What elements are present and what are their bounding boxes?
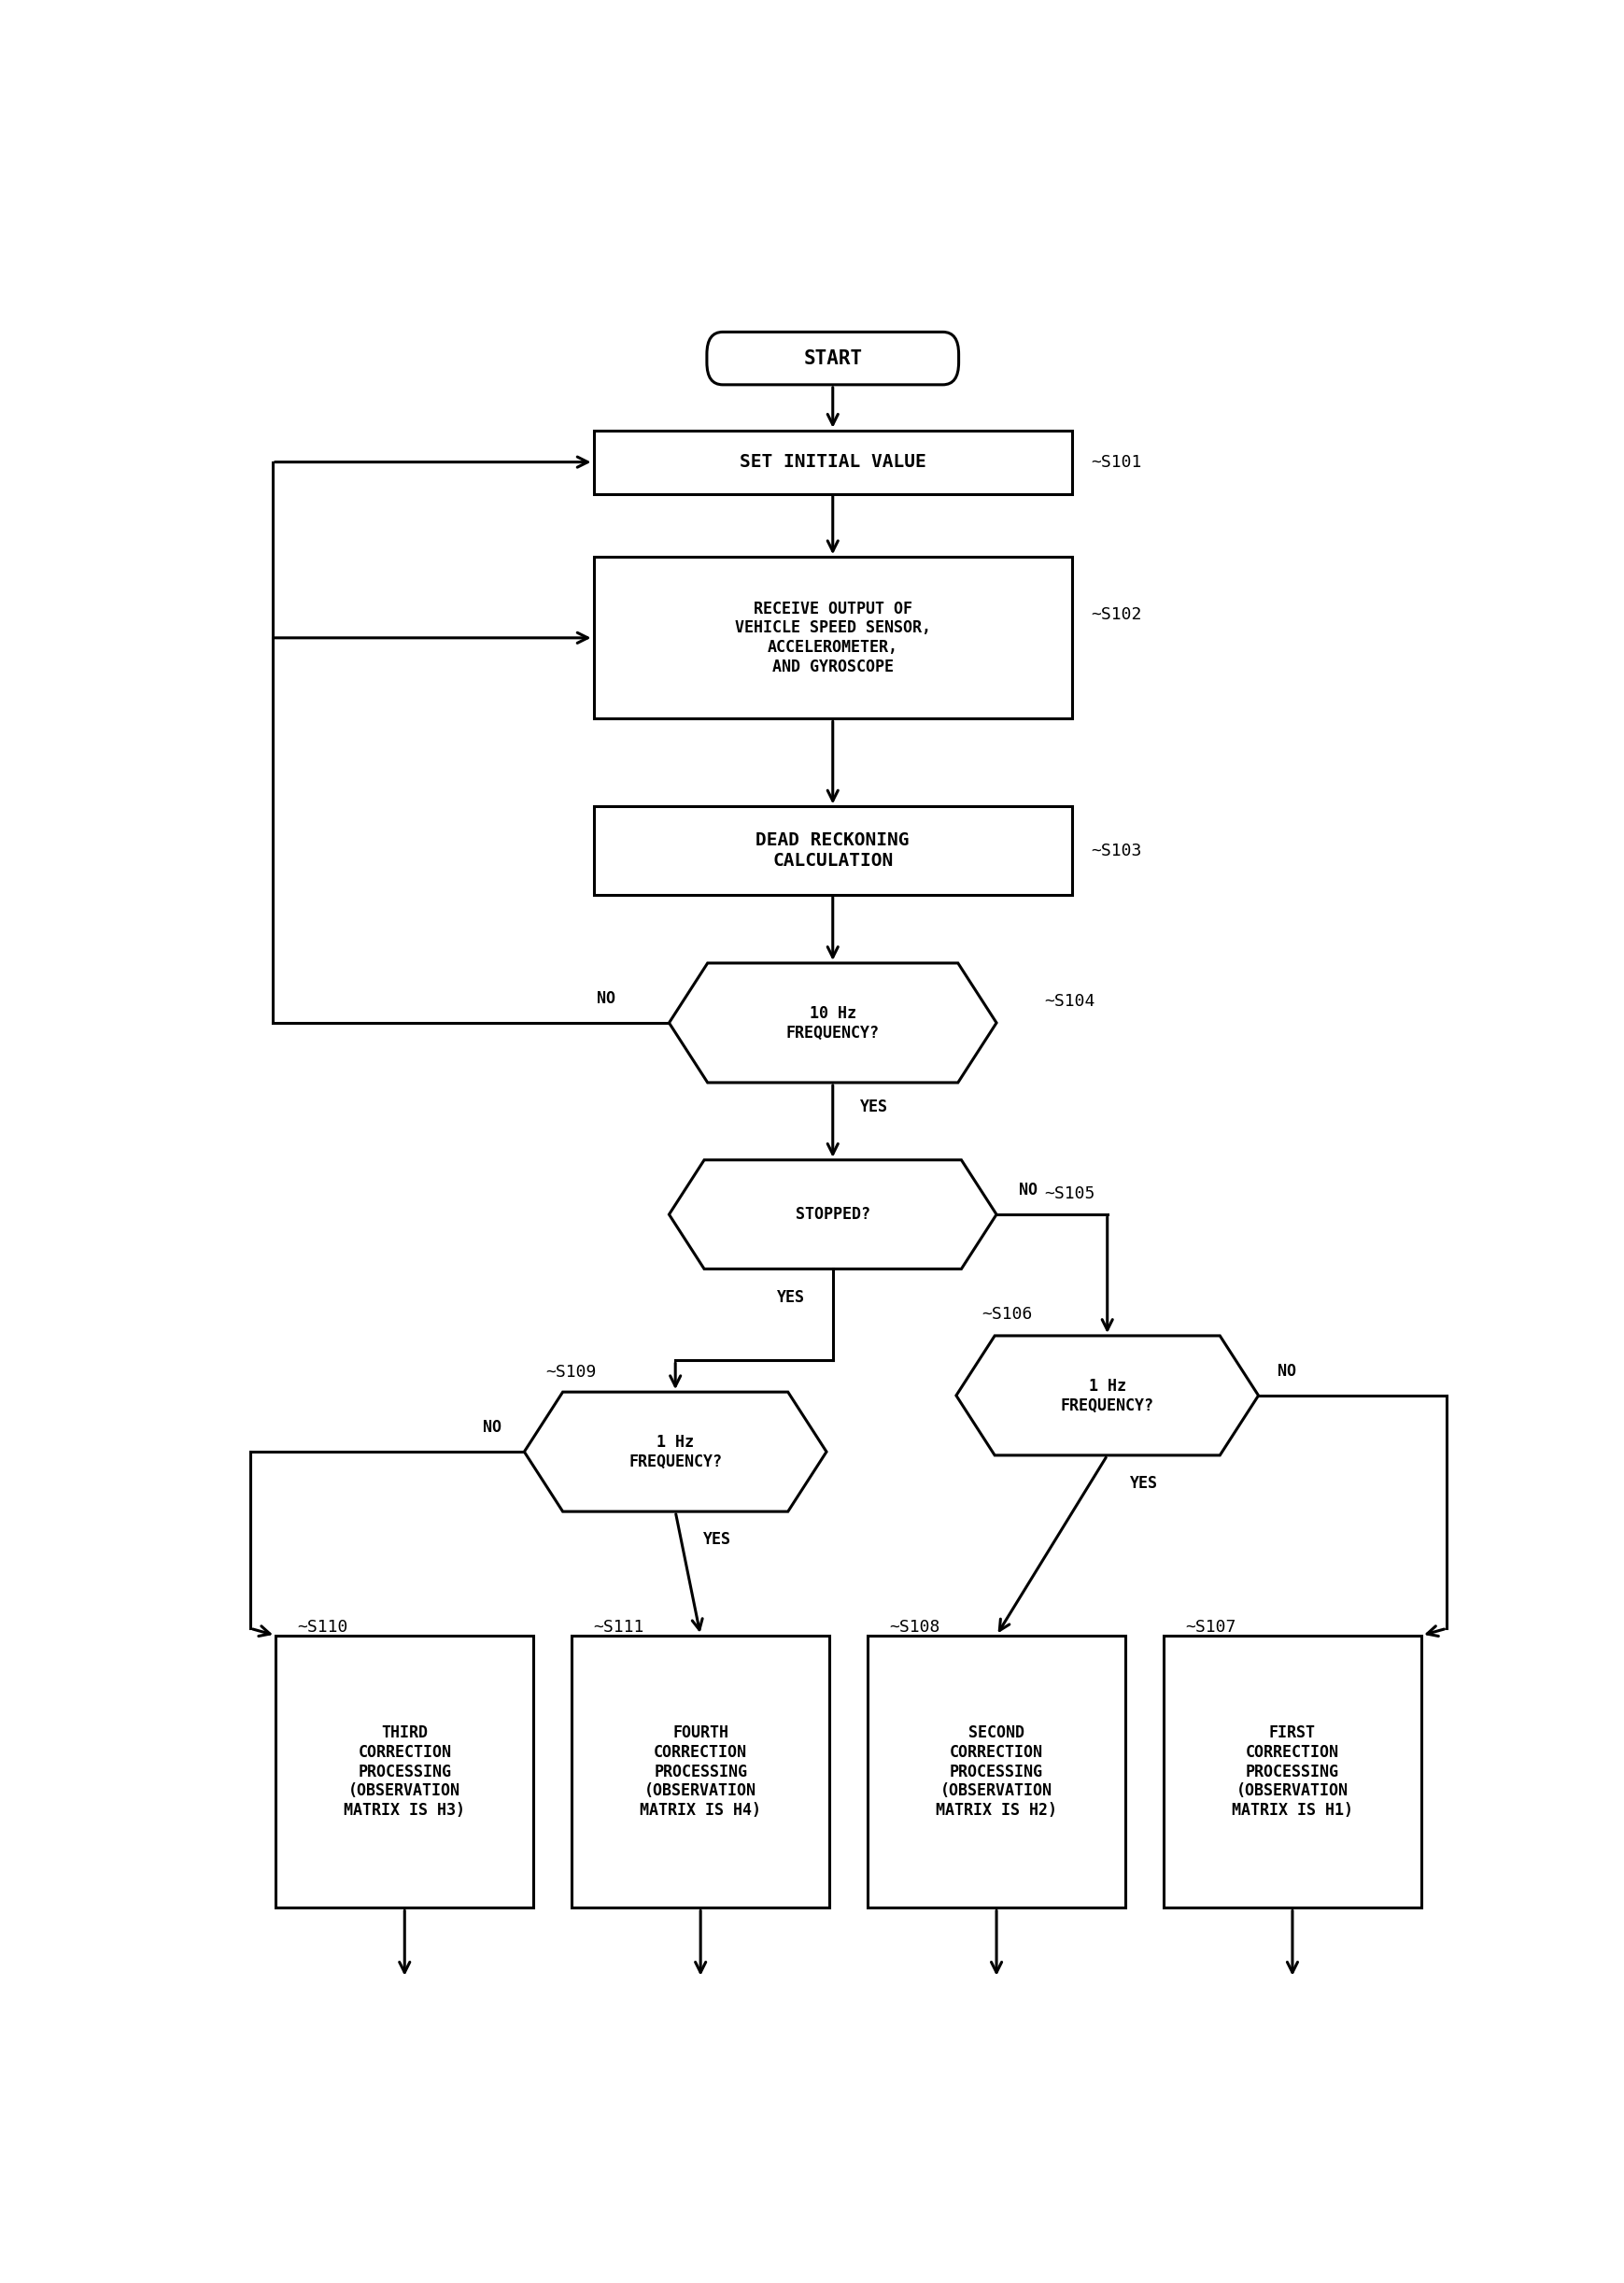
Text: NO: NO <box>1276 1363 1296 1379</box>
Text: 1 Hz
FREQUENCY?: 1 Hz FREQUENCY? <box>628 1434 721 1470</box>
Text: ~S103: ~S103 <box>1090 842 1142 858</box>
Bar <box>867 1635 1125 1909</box>
Text: RECEIVE OUTPUT OF
VEHICLE SPEED SENSOR,
ACCELEROMETER,
AND GYROSCOPE: RECEIVE OUTPUT OF VEHICLE SPEED SENSOR, … <box>734 600 931 676</box>
Text: DEAD RECKONING
CALCULATION: DEAD RECKONING CALCULATION <box>755 831 909 870</box>
Text: YES: YES <box>1129 1475 1158 1491</box>
Polygon shape <box>955 1336 1257 1454</box>
Text: YES: YES <box>861 1098 888 1116</box>
Text: 1 Hz
FREQUENCY?: 1 Hz FREQUENCY? <box>1060 1377 1153 1413</box>
Text: ~S108: ~S108 <box>888 1619 940 1637</box>
Text: NO: NO <box>482 1418 502 1436</box>
Polygon shape <box>669 1160 996 1269</box>
Text: YES: YES <box>776 1288 804 1306</box>
Text: THIRD
CORRECTION
PROCESSING
(OBSERVATION
MATRIX IS H3): THIRD CORRECTION PROCESSING (OBSERVATION… <box>344 1724 464 1820</box>
Text: ~S111: ~S111 <box>593 1619 643 1637</box>
Text: SECOND
CORRECTION
PROCESSING
(OBSERVATION
MATRIX IS H2): SECOND CORRECTION PROCESSING (OBSERVATIO… <box>935 1724 1057 1820</box>
FancyBboxPatch shape <box>706 331 958 386</box>
Text: ~S101: ~S101 <box>1090 454 1142 470</box>
Bar <box>593 557 1072 719</box>
Text: ~S105: ~S105 <box>1044 1185 1095 1201</box>
Text: 10 Hz
FREQUENCY?: 10 Hz FREQUENCY? <box>786 1005 879 1041</box>
Text: ~S102: ~S102 <box>1090 607 1142 623</box>
Bar <box>572 1635 830 1909</box>
Bar <box>593 806 1072 895</box>
Text: SET INITIAL VALUE: SET INITIAL VALUE <box>739 454 926 470</box>
Text: ~S107: ~S107 <box>1186 1619 1236 1637</box>
Text: NO: NO <box>596 991 615 1007</box>
Text: FIRST
CORRECTION
PROCESSING
(OBSERVATION
MATRIX IS H1): FIRST CORRECTION PROCESSING (OBSERVATION… <box>1231 1724 1353 1820</box>
Text: ~S110: ~S110 <box>297 1619 348 1637</box>
Text: ~S104: ~S104 <box>1044 993 1095 1009</box>
Text: ~S106: ~S106 <box>981 1306 1031 1324</box>
Polygon shape <box>669 963 996 1082</box>
Text: YES: YES <box>703 1532 731 1548</box>
Text: FOURTH
CORRECTION
PROCESSING
(OBSERVATION
MATRIX IS H4): FOURTH CORRECTION PROCESSING (OBSERVATIO… <box>640 1724 760 1820</box>
Text: ~S109: ~S109 <box>546 1365 596 1381</box>
Bar <box>1163 1635 1421 1909</box>
Bar <box>593 431 1072 493</box>
Text: STOPPED?: STOPPED? <box>796 1205 869 1224</box>
Bar <box>276 1635 533 1909</box>
Text: START: START <box>802 349 862 368</box>
Polygon shape <box>525 1393 827 1511</box>
Text: NO: NO <box>1018 1180 1038 1199</box>
